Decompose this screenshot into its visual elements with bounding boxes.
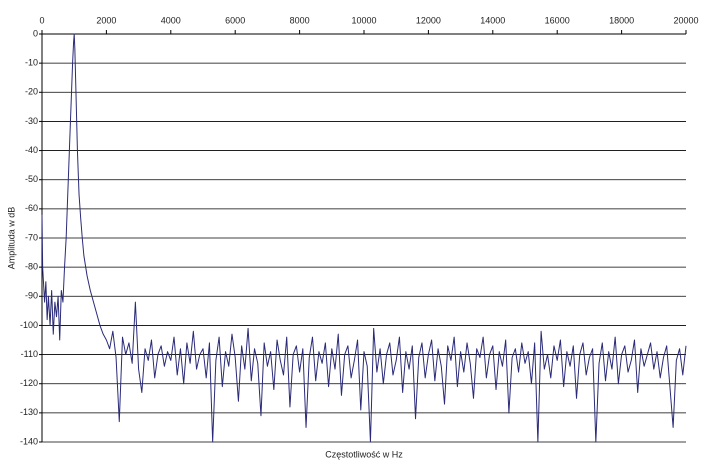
- x-tick-label: 14000: [480, 15, 505, 25]
- y-tick-label: -60: [25, 203, 38, 213]
- x-tick-label: 0: [39, 15, 44, 25]
- x-tick-label: 20000: [673, 15, 698, 25]
- y-tick-label: -100: [20, 320, 38, 330]
- x-tick-label: 4000: [161, 15, 181, 25]
- y-tick-label: -20: [25, 87, 38, 97]
- spectrum-line: [41, 33, 687, 443]
- x-tick-label: 16000: [545, 15, 570, 25]
- y-tick-label: -90: [25, 291, 38, 301]
- y-tick-label: -130: [20, 407, 38, 417]
- y-tick-label: -140: [20, 436, 38, 446]
- x-tick-label: 8000: [290, 15, 310, 25]
- y-tick-label: -40: [25, 145, 38, 155]
- y-tick-label: -70: [25, 232, 38, 242]
- y-axis-label: Amplituda w dB: [6, 207, 16, 270]
- x-axis-label: Częstotliwość w Hz: [325, 449, 403, 459]
- y-tick-label: -110: [21, 349, 38, 359]
- y-tick-label: -120: [20, 378, 38, 388]
- y-tick-label: 0: [33, 28, 38, 38]
- x-tick-label: 6000: [225, 15, 245, 25]
- y-tick-label: -30: [25, 116, 38, 126]
- x-tick-label: 2000: [96, 15, 116, 25]
- x-tick-label: 12000: [416, 15, 441, 25]
- x-tick-label: 10000: [351, 15, 376, 25]
- y-tick-label: -50: [25, 174, 38, 184]
- x-tick-label: 18000: [609, 15, 634, 25]
- y-tick-label: -80: [25, 262, 38, 272]
- y-tick-label: -10: [25, 58, 38, 68]
